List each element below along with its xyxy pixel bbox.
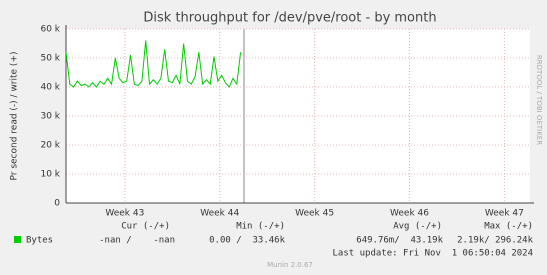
last-update: Last update: Fri Nov 1 06:50:04 2024 [333, 249, 533, 259]
legend-label: Bytes [26, 236, 53, 246]
stats-header: Avg (-/+) [393, 222, 442, 232]
stat-value: 0.00 / 33.46k [209, 236, 285, 246]
y-tick-label: 60 k [40, 25, 60, 35]
data-line [65, 40, 242, 88]
stat-value: 649.76m/ 43.19k [356, 236, 443, 246]
stats-header: Max (-/+) [484, 222, 533, 232]
watermark: RRDTOOL / TOBI OETIKER [535, 55, 543, 145]
stat-value: 2.19k/ 296.24k [457, 236, 533, 246]
y-tick-label: 30 k [40, 112, 60, 122]
stats-header: Cur (-/+) [121, 222, 170, 232]
x-tick-label: Week 47 [485, 209, 524, 219]
y-tick-label: 50 k [40, 54, 60, 64]
stats-header: Min (-/+) [236, 222, 285, 232]
x-tick-label: Week 46 [390, 209, 429, 219]
y-tick-label: 10 k [40, 170, 60, 180]
legend-swatch [14, 236, 21, 243]
y-tick-label: 0 [54, 199, 60, 209]
x-tick-label: Week 43 [105, 209, 144, 219]
stat-value: -nan / -nan [99, 236, 175, 246]
footer: Munin 2.0.67 [267, 261, 313, 269]
x-tick-label: Week 45 [295, 209, 334, 219]
y-tick-label: 20 k [40, 141, 60, 151]
y-tick-label: 40 k [40, 83, 60, 93]
x-tick-label: Week 44 [200, 209, 239, 219]
chart-title: Disk throughput for /dev/pve/root - by m… [143, 11, 436, 26]
y-axis-label: Pr second read (-) / write (+) [10, 52, 20, 181]
